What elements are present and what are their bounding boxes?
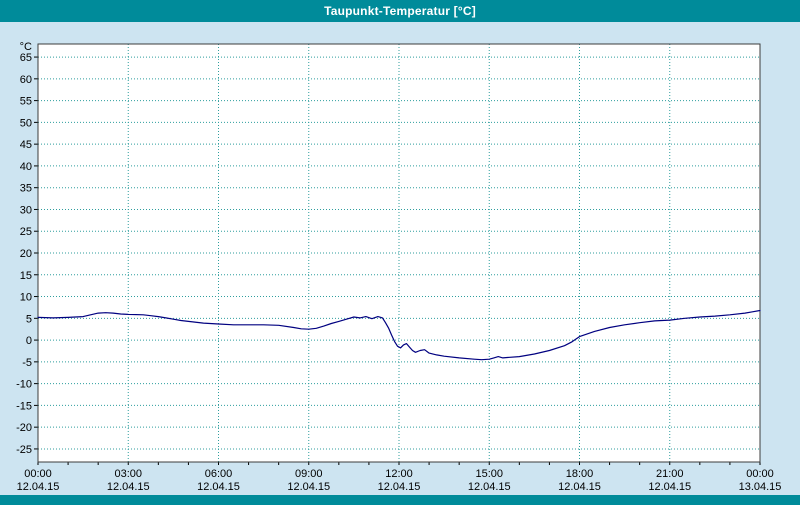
svg-text:50: 50 — [20, 117, 32, 129]
svg-text:12.04.15: 12.04.15 — [558, 481, 601, 490]
svg-text:12:00: 12:00 — [385, 468, 413, 480]
svg-text:55: 55 — [20, 96, 32, 108]
svg-text:0: 0 — [26, 335, 32, 347]
svg-text:12.04.15: 12.04.15 — [468, 481, 511, 490]
svg-text:-15: -15 — [16, 400, 32, 412]
chart-container: 65 60 55 50 45 40 35 30 25 20 15 10 5 0 -5 -10 -15 -20 -25… — [0, 22, 800, 495]
svg-text:60: 60 — [20, 74, 32, 86]
svg-text:12.04.15: 12.04.15 — [648, 481, 691, 490]
svg-text:45: 45 — [20, 139, 32, 151]
svg-text:20: 20 — [20, 248, 32, 260]
svg-text:15: 15 — [20, 270, 32, 282]
svg-text:12.04.15: 12.04.15 — [197, 481, 240, 490]
svg-text:-25: -25 — [16, 444, 32, 456]
svg-text:06:00: 06:00 — [205, 468, 233, 480]
svg-text:12.04.15: 12.04.15 — [107, 481, 150, 490]
svg-text:5: 5 — [26, 313, 32, 325]
svg-text:13.04.15: 13.04.15 — [739, 481, 782, 490]
svg-text:10: 10 — [20, 292, 32, 304]
svg-text:12.04.15: 12.04.15 — [378, 481, 421, 490]
svg-text:65: 65 — [20, 52, 32, 64]
svg-text:30: 30 — [20, 204, 32, 216]
svg-text:03:00: 03:00 — [114, 468, 142, 480]
svg-text:00:00: 00:00 — [746, 468, 774, 480]
svg-text:-5: -5 — [22, 357, 32, 369]
svg-text:-20: -20 — [16, 422, 32, 434]
dewpoint-line-chart: 65605550454035302520151050-5-10-15-20-25… — [16, 41, 782, 493]
bottom-strip — [0, 495, 800, 505]
title-bar: Taupunkt-Temperatur [°C] — [0, 0, 800, 22]
svg-text:40: 40 — [20, 161, 32, 173]
svg-text:09:00: 09:00 — [295, 468, 323, 480]
svg-text:35: 35 — [20, 183, 32, 195]
svg-text:00:00: 00:00 — [24, 468, 52, 480]
svg-text:12.04.15: 12.04.15 — [287, 481, 330, 490]
svg-text:21:00: 21:00 — [656, 468, 684, 480]
svg-text:°C: °C — [20, 41, 32, 53]
window-title: Taupunkt-Temperatur [°C] — [324, 4, 476, 18]
svg-text:-10: -10 — [16, 379, 32, 391]
svg-text:15:00: 15:00 — [475, 468, 503, 480]
svg-text:12.04.15: 12.04.15 — [17, 481, 60, 490]
svg-text:25: 25 — [20, 226, 32, 238]
svg-text:18:00: 18:00 — [566, 468, 594, 480]
